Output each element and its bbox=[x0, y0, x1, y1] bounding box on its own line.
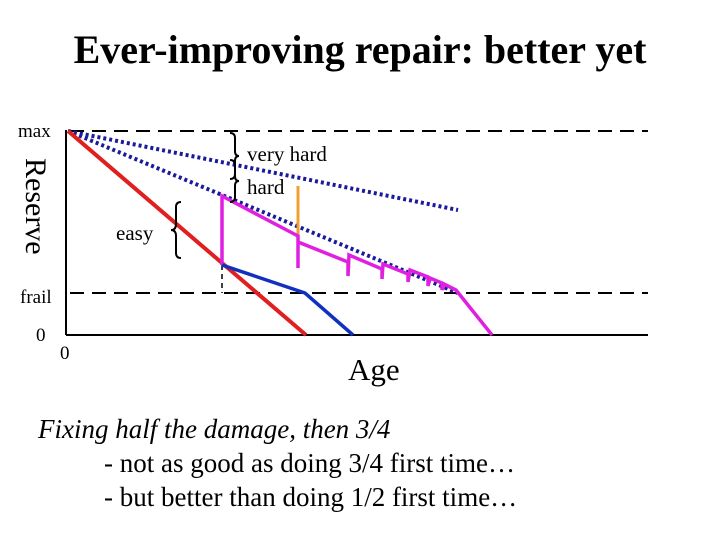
y-zero-label: 0 bbox=[36, 325, 46, 346]
very-hard-label: very hard bbox=[247, 142, 327, 166]
blue-half-repair-line bbox=[221, 263, 355, 337]
hard-label: hard bbox=[247, 175, 285, 199]
red-no-repair-line bbox=[66, 129, 308, 337]
y-max-label: max bbox=[18, 121, 51, 142]
caption-line-1: Fixing half the damage, then 3/4 bbox=[38, 414, 391, 444]
easy-brace bbox=[170, 201, 182, 259]
x-zero-label: 0 bbox=[60, 343, 70, 364]
x-axis-title: Age bbox=[348, 352, 400, 387]
easy-label: easy bbox=[116, 221, 154, 245]
magenta-repair-sawtooth bbox=[220, 193, 494, 337]
hard-brace bbox=[229, 159, 240, 203]
caption: Fixing half the damage, then 3/4 - not a… bbox=[38, 412, 517, 514]
page-title: Ever-improving repair: better yet bbox=[73, 27, 647, 72]
hard-dotted-line bbox=[67, 129, 459, 295]
y-axis-title: Reserve bbox=[19, 158, 52, 255]
caption-line-3: - but better than doing 1/2 first time… bbox=[104, 482, 518, 512]
very-hard-dotted-line bbox=[67, 129, 459, 212]
y-frail-label: frail bbox=[20, 287, 52, 308]
caption-line-2: - not as good as doing 3/4 first time… bbox=[104, 448, 515, 478]
